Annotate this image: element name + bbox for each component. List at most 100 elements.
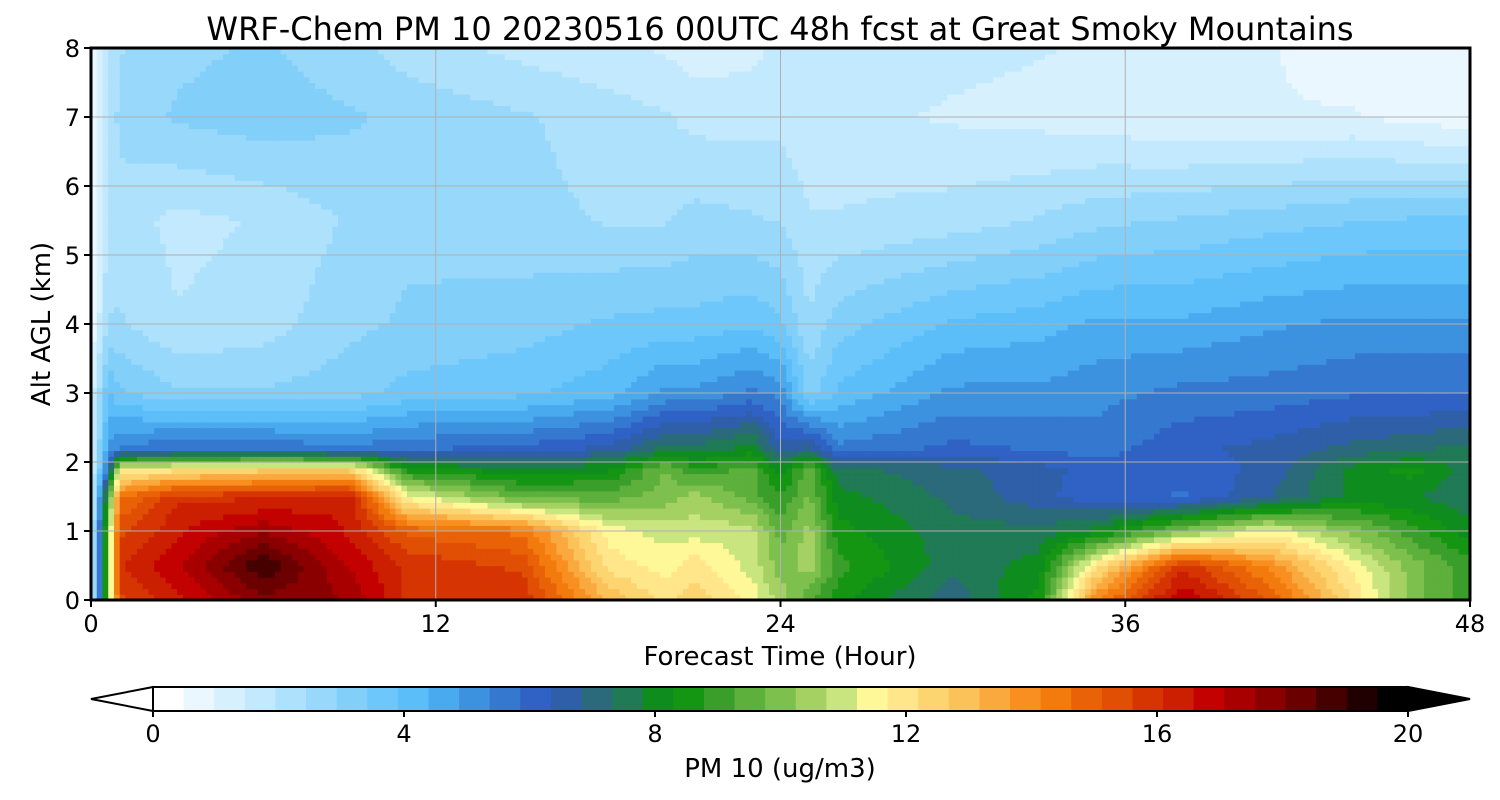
contour-cell [361,490,368,498]
contour-cell [263,508,270,515]
contour-cell [981,559,988,567]
contour-cell [619,513,626,521]
contour-cell [837,479,845,486]
contour-cell [1245,542,1253,549]
contour-cell [539,531,546,538]
contour-cell [200,588,207,595]
contour-cell [734,490,741,498]
contour-cell [1251,502,1259,509]
contour-cell [470,479,477,486]
contour-cell [975,588,983,595]
contour-cell [958,588,965,595]
contour-cell [292,588,299,595]
contour-cell [803,554,810,561]
contour-cell [906,559,914,567]
contour-cell [119,542,127,549]
contour-cell [1033,548,1040,555]
contour-cell [1188,582,1195,590]
contour-cell [947,565,954,572]
contour-cell [182,588,190,595]
contour-cell [1050,531,1057,538]
contour-cell [1251,496,1259,503]
contour-cell [240,513,247,521]
contour-cell [228,502,236,509]
contour-cell [424,496,431,503]
contour-cell [659,594,667,600]
contour-cell [970,536,977,544]
contour-cell [998,582,1006,590]
contour-cell [1136,531,1144,538]
contour-cell [573,548,580,555]
contour-cell [1309,548,1316,555]
contour-cell [636,548,644,555]
contour-cell [619,554,626,561]
contour-cell [1257,490,1264,498]
contour-cell [1125,496,1132,503]
contour-cell [573,594,580,600]
contour-cell [441,513,448,521]
contour-cell [1424,536,1431,544]
contour-cell [1383,594,1391,600]
contour-cell [430,519,437,526]
contour-cell [303,525,310,532]
contour-cell [1079,536,1086,544]
contour-cell [131,490,138,498]
contour-cell [1309,588,1316,595]
contour-cell [481,571,489,578]
contour-cell [1222,548,1230,555]
contour-cell [791,479,799,486]
contour-cell [194,536,201,544]
contour-cell [975,582,983,590]
contour-cell [573,496,580,503]
contour-cell [705,565,713,572]
contour-cell [832,525,839,532]
contour-cell [447,490,454,498]
contour-cell [223,577,230,584]
contour-cell [182,542,190,549]
contour-cell [883,519,891,526]
contour-cell [292,582,299,590]
contour-cell [728,577,736,584]
contour-cell [1251,485,1259,492]
contour-cell [1228,594,1236,600]
contour-cell [906,548,914,555]
contour-cell [1136,594,1144,600]
contour-cell [1372,519,1379,526]
contour-cell [205,588,213,595]
contour-cell [102,479,109,486]
contour-cell [1343,525,1350,532]
contour-cell [648,571,655,578]
contour-cell [757,485,764,492]
contour-cell [355,588,362,595]
contour-cell [343,577,351,584]
contour-cell [148,479,155,486]
contour-cell [1452,531,1460,538]
contour-cell [1102,479,1109,486]
contour-cell [970,571,977,578]
contour-cell [1004,536,1011,544]
contour-cell [734,594,741,600]
contour-cell [855,496,862,503]
contour-cell [246,548,253,555]
contour-cell [1355,548,1362,555]
contour-cell [837,548,845,555]
contour-cell [883,588,891,595]
contour-cell [1395,559,1402,567]
contour-cell [786,548,793,555]
contour-cell [860,513,868,521]
contour-cell [556,479,563,486]
contour-cell [717,554,724,561]
contour-cell [987,502,994,509]
contour-cell [286,485,293,492]
contour-cell [338,502,345,509]
contour-cell [631,502,638,509]
contour-cell [355,582,362,590]
contour-cell [1418,548,1425,555]
contour-cell [113,525,121,532]
contour-cell [326,554,333,561]
contour-cell [855,513,862,521]
contour-cell [1056,508,1063,515]
contour-cell [102,594,109,600]
contour-cell [269,485,276,492]
contour-cell [211,548,219,555]
